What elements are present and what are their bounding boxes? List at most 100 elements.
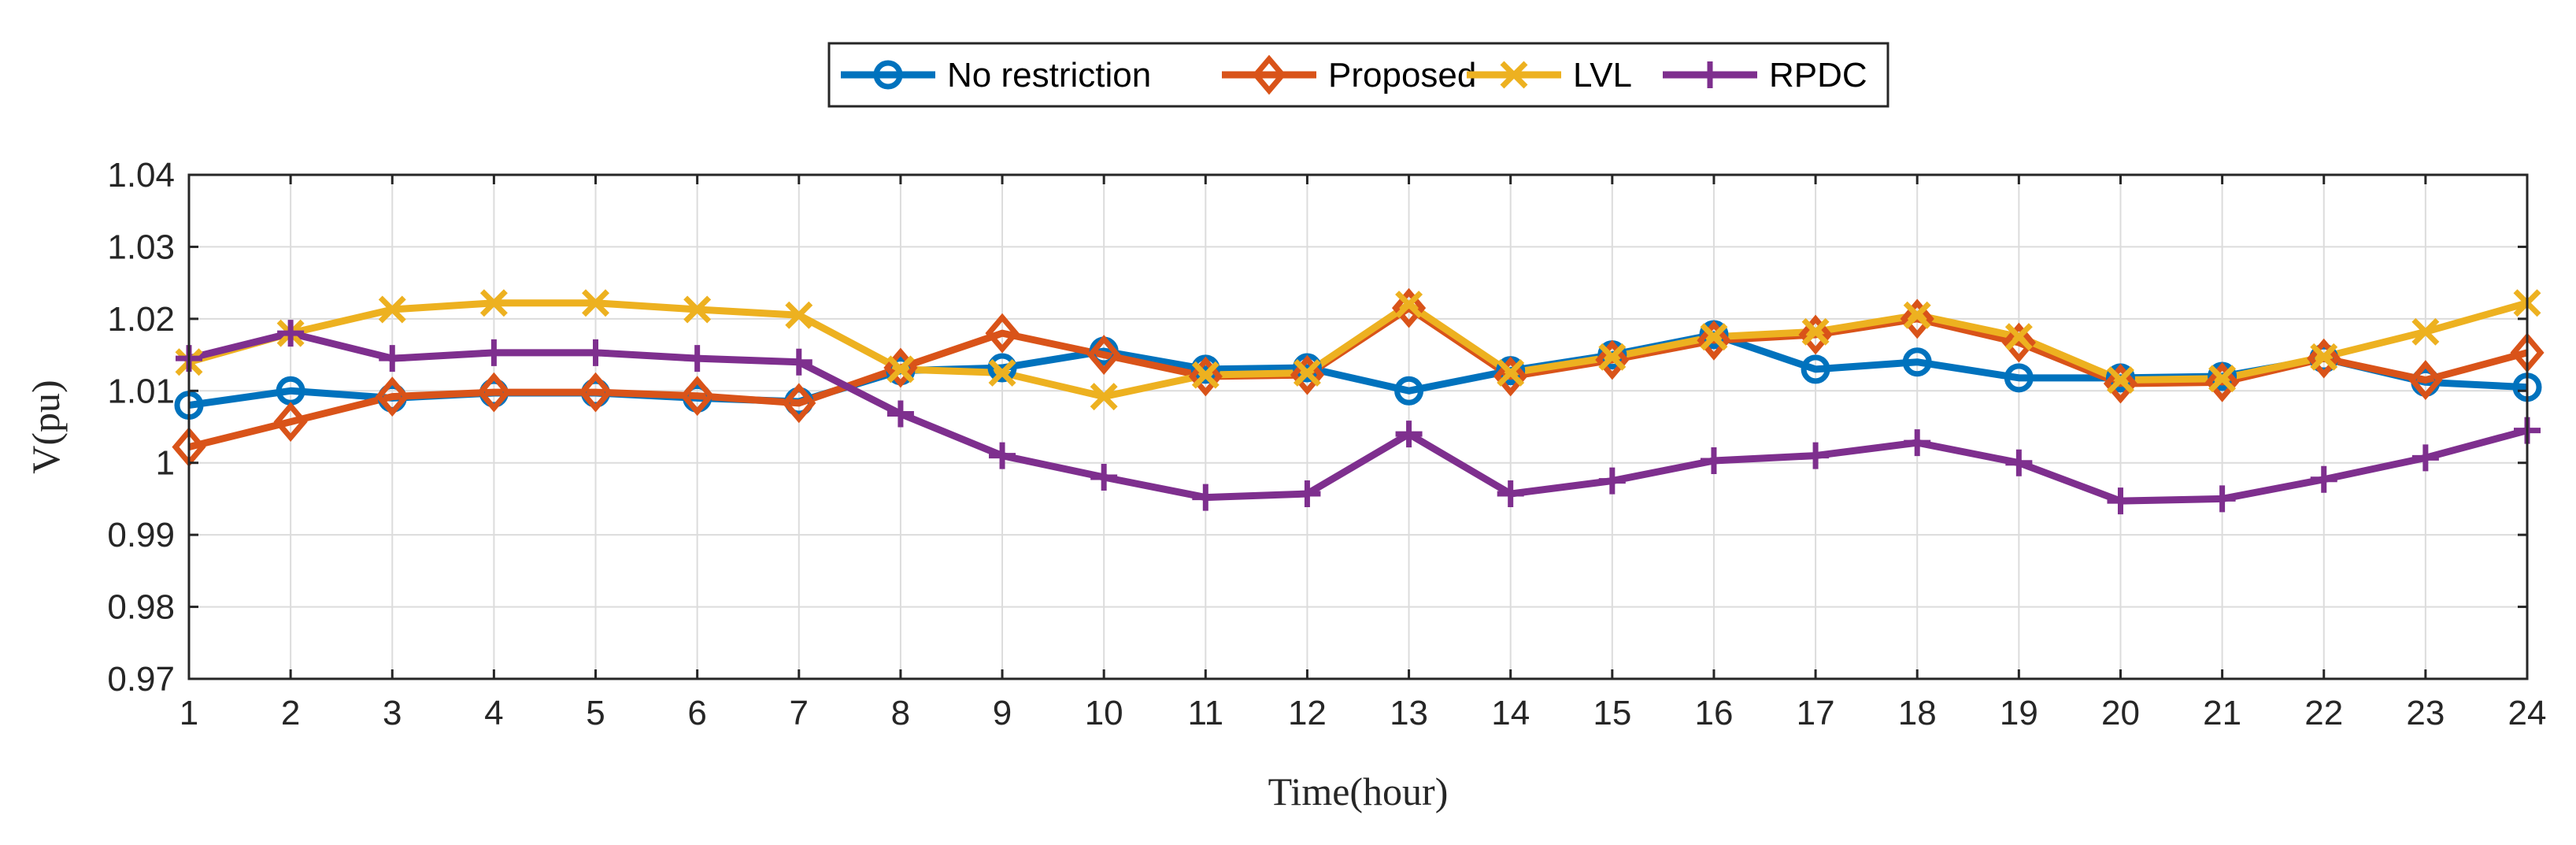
data-point-proposed xyxy=(782,383,816,424)
x-tick-label: 14 xyxy=(1491,694,1530,732)
data-point-lvl xyxy=(683,295,712,324)
data-point-rpdc xyxy=(886,400,914,428)
data-point-rpdc xyxy=(480,339,508,366)
x-tick-label: 1 xyxy=(180,694,198,732)
y-axis-title: V(pu) xyxy=(24,380,68,473)
x-tick-label: 7 xyxy=(790,694,809,732)
x-tick-label: 24 xyxy=(2508,694,2547,732)
legend-swatch-marker xyxy=(1252,54,1286,95)
data-point-no-restriction xyxy=(1801,354,1830,384)
legend-swatch-marker xyxy=(873,60,903,90)
data-point-rpdc xyxy=(379,345,406,372)
legend-item-proposed: Proposed xyxy=(1222,54,1476,95)
data-point-lvl xyxy=(2107,366,2134,395)
legend: No restriction Proposed LVL RPDC xyxy=(827,42,1889,108)
data-point-rpdc xyxy=(1598,467,1626,495)
data-point-lvl xyxy=(1598,343,1627,371)
data-point-proposed xyxy=(2001,322,2036,363)
data-point-rpdc xyxy=(1090,464,1118,491)
x-tick-label: 20 xyxy=(2101,694,2140,732)
x-tick-label: 9 xyxy=(993,694,1012,732)
x-axis-title: Time(hour) xyxy=(1268,769,1449,813)
data-point-lvl xyxy=(378,295,406,324)
data-point-proposed xyxy=(1798,314,1833,355)
data-point-proposed xyxy=(1595,339,1630,380)
y-tick-label: 1 xyxy=(156,444,175,483)
y-tick-label: 1.04 xyxy=(107,156,175,195)
x-tick-label: 13 xyxy=(1390,694,1428,732)
data-point-rpdc xyxy=(1192,484,1220,511)
x-tick-label: 6 xyxy=(687,694,706,732)
data-point-proposed xyxy=(680,376,715,417)
data-point-lvl xyxy=(1191,361,1220,389)
data-point-proposed xyxy=(375,376,409,417)
legend-label: Proposed xyxy=(1328,56,1476,95)
data-point-lvl xyxy=(1395,291,1423,319)
x-tick-label: 17 xyxy=(1797,694,1835,732)
data-point-lvl xyxy=(2411,317,2440,346)
x-tick-label: 10 xyxy=(1085,694,1123,732)
y-tick-label: 0.97 xyxy=(107,660,175,699)
y-axis-ticks: 0.97 0.98 0.99 1 1.01 1.02 1.03 1.04 xyxy=(107,156,2527,699)
data-point-no-restriction xyxy=(1394,376,1424,406)
series-line-rpdc xyxy=(187,329,2529,505)
data-point-rpdc xyxy=(2005,449,2033,476)
data-point-lvl xyxy=(479,289,508,317)
data-point-proposed xyxy=(2408,360,2443,400)
x-tick-label: 16 xyxy=(1694,694,1733,732)
data-point-rpdc xyxy=(683,345,711,372)
data-point-proposed xyxy=(1493,356,1528,397)
data-point-rpdc xyxy=(989,442,1016,469)
data-point-rpdc xyxy=(1700,447,1727,474)
data-point-proposed xyxy=(476,372,511,413)
data-point-lvl xyxy=(2004,323,2033,351)
x-tick-label: 19 xyxy=(2000,694,2038,732)
x-tick-label: 4 xyxy=(484,694,503,732)
series-line-lvl xyxy=(187,299,2529,401)
x-tick-label: 21 xyxy=(2203,694,2241,732)
y-tick-label: 1.02 xyxy=(107,300,175,339)
x-tick-label: 18 xyxy=(1898,694,1937,732)
legend-label: No restriction xyxy=(947,56,1151,95)
data-point-lvl xyxy=(988,358,1016,387)
x-tick-label: 3 xyxy=(383,694,402,732)
data-point-proposed xyxy=(1697,320,1731,361)
legend-label: RPDC xyxy=(1769,56,1867,95)
data-point-rpdc xyxy=(2411,444,2439,472)
series-lines xyxy=(187,299,2529,505)
data-point-no-restriction xyxy=(987,353,1017,383)
y-tick-label: 1.03 xyxy=(107,228,175,266)
data-point-rpdc xyxy=(785,348,812,376)
data-point-proposed xyxy=(1900,298,1934,339)
x-tick-label: 22 xyxy=(2304,694,2343,732)
data-point-proposed xyxy=(1086,335,1121,375)
data-point-lvl xyxy=(2208,365,2237,393)
data-point-proposed xyxy=(2307,338,2341,379)
y-tick-label: 0.98 xyxy=(107,588,175,627)
x-tick-label: 11 xyxy=(1187,694,1223,732)
data-point-proposed xyxy=(273,402,308,443)
data-point-proposed xyxy=(985,313,1020,354)
legend-item-rpdc: RPDC xyxy=(1663,56,1867,95)
x-tick-label: 8 xyxy=(891,694,910,732)
x-axis-ticks: 1 2 3 4 5 6 7 8 9 10 11 12 13 14 15 16 17 18 19 20 21 22 23 24 xyxy=(180,175,2547,732)
data-point-rpdc xyxy=(1294,480,1321,508)
data-point-lvl xyxy=(886,355,915,384)
data-point-lvl xyxy=(1090,383,1118,411)
data-point-proposed xyxy=(1391,287,1427,328)
data-point-lvl xyxy=(1293,358,1321,387)
data-point-rpdc xyxy=(1395,421,1423,448)
data-point-rpdc xyxy=(277,320,305,347)
data-point-proposed xyxy=(2103,363,2138,404)
series-markers xyxy=(172,287,2545,515)
data-point-lvl xyxy=(582,289,609,317)
data-point-rpdc xyxy=(1802,442,1830,469)
plot-frame xyxy=(187,173,2529,680)
legend-label: LVL xyxy=(1573,56,1632,95)
data-point-lvl xyxy=(1700,323,1728,351)
data-point-rpdc xyxy=(1497,480,1524,508)
data-point-proposed xyxy=(578,372,613,413)
legend-item-lvl: LVL xyxy=(1467,56,1632,95)
